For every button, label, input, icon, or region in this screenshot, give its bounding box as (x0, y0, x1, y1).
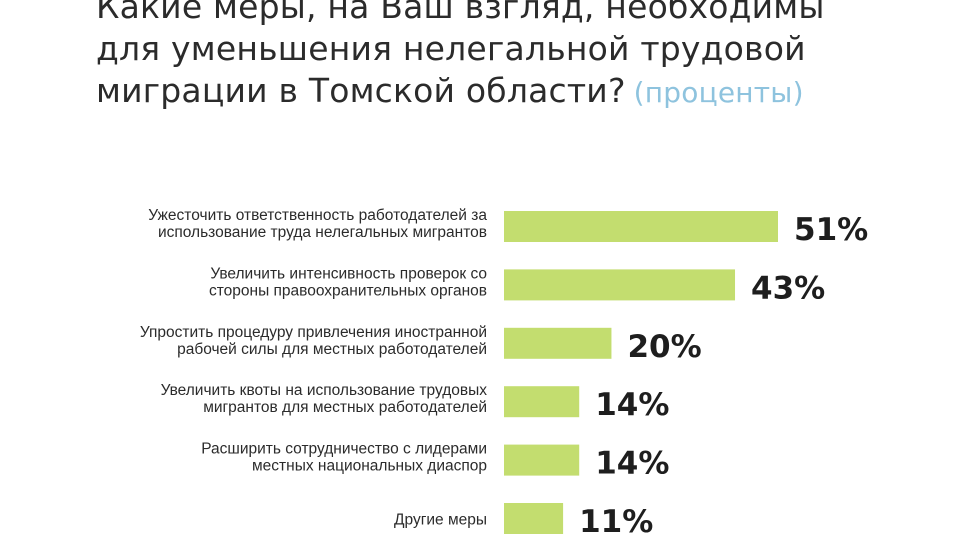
category-label-5: Расширить сотрудничество с лидерами местн… (201, 441, 487, 475)
category-label-5-line-1: Расширить сотрудничество с лидерами (201, 441, 487, 458)
category-label-3: Упростить процедуру привлечения иностран… (140, 324, 487, 358)
bar-3 (504, 327, 612, 359)
bar-4 (504, 386, 580, 418)
category-label-4: Увеличить квоты на использование трудовы… (161, 382, 488, 416)
category-label-2: Увеличить интенсивность проверок со сторо… (209, 265, 487, 299)
category-label-5-line-2: местных национальных диаспор (252, 458, 487, 475)
value-label-1: 51% (794, 212, 868, 248)
value-label-5: 14% (595, 446, 669, 482)
value-label-2: 43% (751, 270, 825, 306)
bar-6 (504, 503, 564, 534)
chart-title: Какие меры, на Ваш взгляд, необходимы дл… (96, 0, 936, 114)
category-label-1-line-1: Ужесточить ответственность работодателей… (148, 207, 487, 224)
category-label-2-line-1: Увеличить интенсивность проверок со (210, 265, 487, 282)
bar-2 (504, 269, 736, 301)
category-label-1-line-2: использование труда нелегальных мигранто… (158, 224, 487, 241)
chart-title-line-3-text: миграции в Томской области? (96, 71, 626, 110)
category-label-4-line-1: Увеличить квоты на использование трудовы… (161, 382, 488, 399)
category-label-2-line-2: стороны правоохранительных органов (209, 282, 487, 299)
value-label-3: 20% (627, 329, 701, 365)
category-label-4-line-2: мигрантов для местных работодателей (203, 399, 487, 416)
category-label-6-line-1: Другие меры (394, 512, 487, 529)
category-label-6: Другие меры (394, 512, 487, 529)
bar-1 (504, 211, 778, 242)
category-label-3-line-1: Упростить процедуру привлечения иностран… (140, 324, 487, 341)
chart-title-line-3: миграции в Томской области? (проценты) (96, 70, 936, 114)
chart-title-unit: (проценты) (633, 76, 804, 109)
bar-5 (504, 444, 580, 476)
chart-title-line-1: Какие меры, на Ваш взгляд, необходимы (96, 0, 825, 26)
value-label-6: 11% (579, 504, 653, 540)
category-label-3-line-2: рабочей силы для местных работодателей (177, 341, 487, 358)
chart-title-line-2: для уменьшения нелегальной трудовой (96, 29, 806, 68)
value-label-4: 14% (595, 387, 669, 423)
category-label-1: Ужесточить ответственность работодателей… (148, 207, 487, 241)
